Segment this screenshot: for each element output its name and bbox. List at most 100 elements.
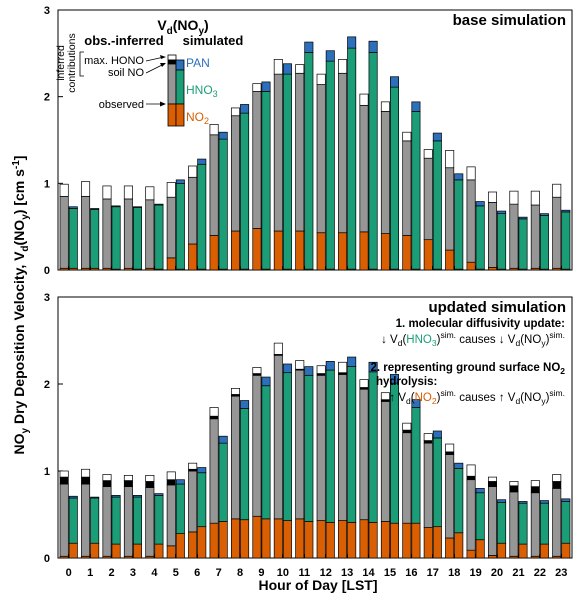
annotation-1-body: ↓ Vd(HNO3)sim. causes ↓ Vd(NOy)sim. [381, 330, 565, 348]
obs-no2-bar [166, 545, 176, 559]
x-tick-label: 1 [87, 567, 93, 579]
obs-hono-bar [380, 101, 390, 112]
obs-hono-bar [252, 83, 262, 92]
legend-obs-soilno [167, 59, 177, 65]
sim-pan-bar [390, 76, 400, 88]
sim-pan-bar [90, 208, 100, 210]
obs-no2-bar [188, 531, 198, 559]
sim-no2-bar [561, 542, 571, 559]
obs-hono-bar [81, 468, 91, 478]
sim-hno3-bar [282, 372, 292, 521]
obs-hono-bar [509, 481, 519, 487]
obs-no2-bar [230, 518, 240, 559]
annotation-2-title-cont: hydrolysis: [376, 376, 437, 388]
obs-remaining-bar [445, 167, 455, 251]
obs-no2-bar [166, 257, 176, 271]
plot-frame [57, 9, 573, 271]
x-tick-label: 17 [427, 567, 439, 579]
obs-remaining-bar [209, 418, 219, 524]
legend-sim-label: simulated [183, 33, 244, 48]
sim-hno3-bar [218, 442, 228, 522]
sim-hno3-bar [539, 215, 549, 270]
obs-hono-bar [295, 64, 305, 74]
sim-hno3-bar [154, 495, 164, 545]
obs-hono-bar [338, 59, 348, 74]
sim-hno3-bar [325, 369, 335, 523]
sim-hno3-bar [497, 213, 507, 270]
sim-pan-bar [454, 462, 464, 469]
sim-hno3-bar [347, 47, 357, 270]
sim-pan-bar [111, 205, 121, 208]
obs-remaining-bar [509, 203, 519, 269]
obs-no2-bar [487, 267, 497, 271]
obs-remaining-bar [188, 176, 198, 245]
obs-remaining-bar [145, 487, 155, 557]
obs-hono-bar [423, 433, 433, 441]
obs-no2-bar [423, 239, 433, 271]
obs-no2-bar [402, 522, 412, 559]
obs-soilno-bar [487, 481, 497, 488]
sim-pan-bar [133, 495, 143, 498]
x-tick-label: 4 [151, 567, 158, 579]
obs-hono-bar [102, 185, 112, 200]
obs-remaining-bar [530, 492, 540, 557]
sim-pan-bar [175, 479, 185, 485]
obs-no2-bar [295, 230, 305, 271]
obs-remaining-bar [423, 442, 433, 528]
legend-soil-no-label: soil NO [108, 67, 145, 79]
obs-soilno-bar [445, 451, 455, 455]
obs-hono-bar [423, 149, 433, 159]
sim-hno3-bar [497, 501, 507, 544]
obs-remaining-bar [295, 369, 305, 520]
legend-sim-hno3 [175, 69, 185, 105]
x-tick-label: 14 [362, 567, 375, 579]
sim-hno3-bar [561, 501, 571, 544]
panel-title: updated simulation [428, 299, 566, 316]
sim-pan-bar [154, 203, 164, 206]
sim-hno3-bar [561, 211, 571, 270]
obs-remaining-bar [338, 72, 348, 234]
obs-remaining-bar [123, 486, 133, 557]
sim-hno3-bar [175, 182, 185, 270]
sim-pan-bar [475, 488, 485, 494]
obs-soilno-bar [102, 480, 112, 488]
obs-hono-bar [509, 190, 519, 205]
sim-hno3-bar [368, 371, 378, 523]
sim-hno3-bar [518, 218, 528, 270]
obs-hono-bar [230, 107, 240, 117]
sim-hno3-bar [539, 502, 549, 545]
x-axis-label: Hour of Day [LST] [259, 577, 378, 593]
obs-hono-bar [273, 342, 283, 355]
obs-soilno-bar [81, 476, 91, 485]
x-tick-label: 11 [298, 567, 310, 579]
obs-hono-bar [166, 471, 176, 481]
sim-pan-bar [539, 500, 549, 504]
x-tick-label: 22 [534, 567, 546, 579]
sim-no2-bar [90, 542, 100, 559]
obs-hono-bar [487, 476, 497, 482]
obs-no2-bar [445, 537, 455, 559]
obs-hono-bar [402, 422, 412, 431]
sim-pan-bar [261, 81, 271, 92]
obs-no2-bar [273, 230, 283, 271]
obs-no2-bar [445, 249, 455, 271]
obs-remaining-bar [209, 134, 219, 236]
obs-remaining-bar [59, 195, 69, 269]
sim-hno3-bar [175, 483, 185, 534]
x-tick-label: 23 [555, 567, 567, 579]
x-tick-label: 13 [341, 567, 353, 579]
sim-hno3-bar [454, 179, 464, 270]
plot-frame [57, 296, 573, 559]
sim-hno3-bar [411, 407, 421, 524]
obs-remaining-bar [59, 483, 69, 557]
obs-remaining-bar [509, 491, 519, 557]
sim-no2-bar [539, 543, 549, 559]
y-tick-label: 1 [44, 178, 50, 190]
obs-hono-bar [316, 365, 326, 374]
obs-hono-bar [530, 190, 540, 206]
sim-pan-bar [175, 179, 185, 184]
obs-remaining-bar [230, 115, 240, 232]
obs-no2-bar [466, 549, 476, 559]
obs-remaining-bar [316, 374, 326, 521]
sim-pan-bar [411, 399, 421, 408]
